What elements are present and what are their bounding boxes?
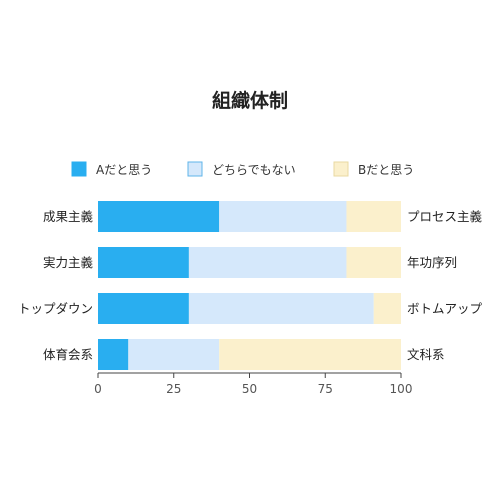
bar-segment bbox=[188, 247, 347, 278]
bar-segment bbox=[98, 201, 220, 232]
category-label: 体育会系 bbox=[43, 347, 93, 362]
bar-segment bbox=[219, 201, 347, 232]
legend-label: Aだと思う bbox=[96, 163, 152, 177]
right-category-label: 文科系 bbox=[407, 347, 445, 362]
right-category-label: 年功序列 bbox=[407, 255, 457, 270]
x-axis: 0 25 50 75 100 bbox=[94, 372, 413, 396]
x-tick-label: 25 bbox=[166, 382, 181, 396]
legend-swatch bbox=[71, 161, 87, 177]
x-tick-label: 50 bbox=[242, 382, 257, 396]
right-category-label: ボトムアップ bbox=[407, 301, 483, 316]
legend: Aだと思う どちらでもない Bだと思う bbox=[71, 161, 414, 177]
category-label: トップダウン bbox=[18, 301, 93, 316]
bar-segment bbox=[346, 247, 401, 278]
category-label: 成果主義 bbox=[43, 209, 94, 224]
x-tick-label: 100 bbox=[390, 382, 413, 396]
chart-title: 組織体制 bbox=[212, 89, 288, 112]
bar-segment bbox=[128, 339, 220, 370]
bar-segment bbox=[219, 339, 401, 370]
legend-label: どちらでもない bbox=[212, 163, 296, 177]
bar-segment bbox=[346, 201, 401, 232]
x-tick-label: 0 bbox=[94, 382, 102, 396]
legend-swatch bbox=[187, 161, 203, 177]
bar-segment bbox=[188, 293, 374, 324]
x-tick-label: 75 bbox=[318, 382, 333, 396]
legend-label: Bだと思う bbox=[358, 163, 414, 177]
bar-segment bbox=[98, 247, 189, 278]
bar-segment bbox=[373, 293, 401, 324]
bar-segment bbox=[98, 293, 189, 324]
category-label: 実力主義 bbox=[43, 255, 94, 270]
bar-segment bbox=[98, 339, 129, 370]
right-category-label: プロセス主義 bbox=[407, 209, 483, 224]
legend-swatch bbox=[333, 161, 349, 177]
bar-area bbox=[98, 201, 401, 370]
